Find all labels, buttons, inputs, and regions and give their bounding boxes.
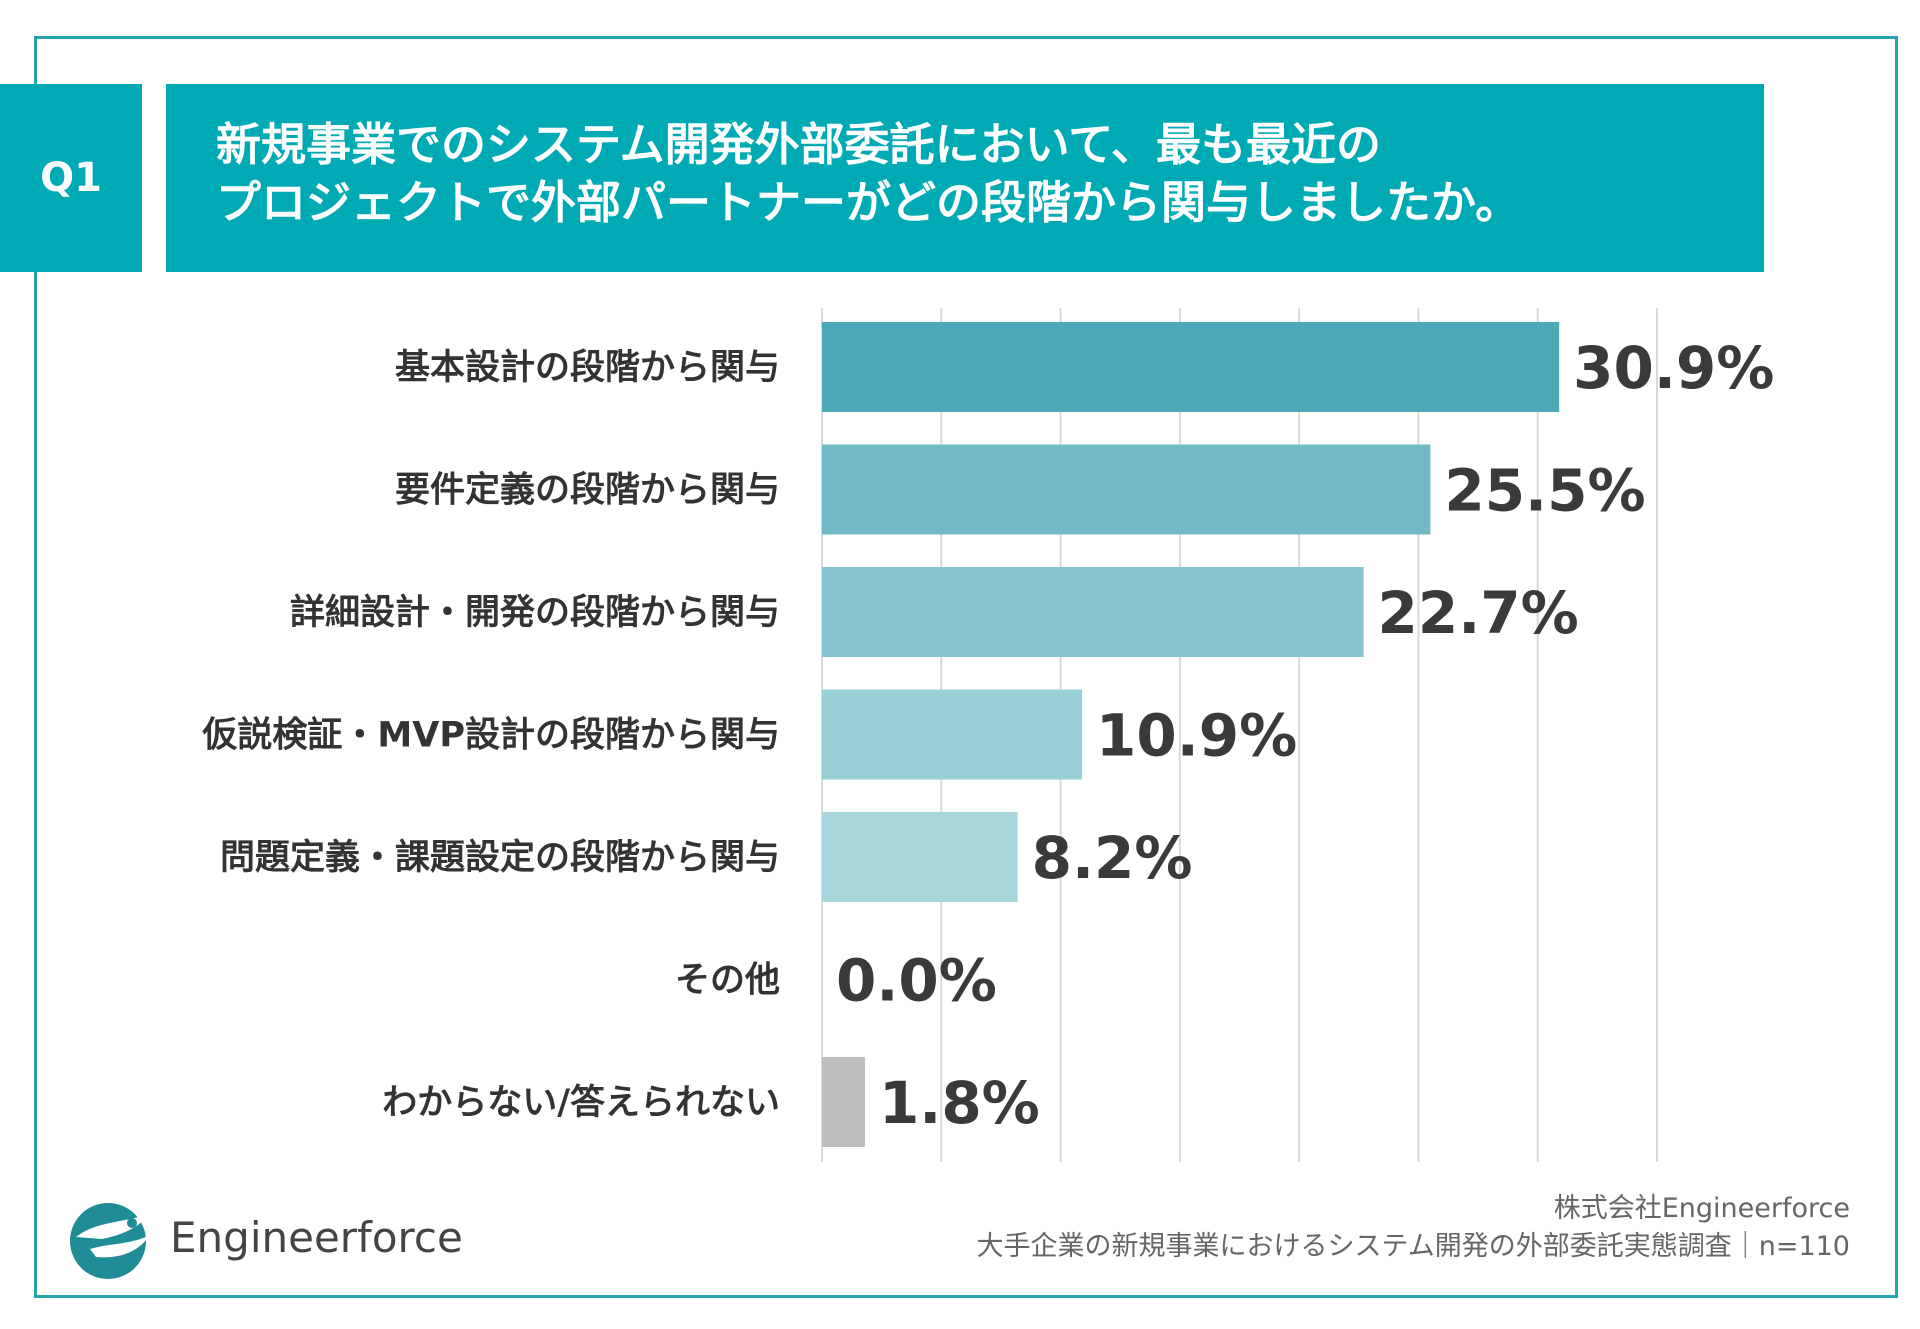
data-label: 0.0%	[836, 947, 997, 1015]
bar	[822, 812, 1018, 902]
footer-company: 株式会社Engineerforce	[1553, 1193, 1850, 1224]
frame-border	[34, 36, 1898, 1298]
data-label: 10.9%	[1096, 702, 1297, 770]
category-label: 詳細設計・開発の段階から関与	[290, 592, 780, 633]
bar	[822, 444, 1431, 535]
data-label: 22.7%	[1378, 579, 1579, 647]
category-label: 要件定義の段階から関与	[395, 470, 780, 511]
footer-survey: 大手企業の新規事業におけるシステム開発の外部委託実態調査｜n=110	[976, 1231, 1850, 1262]
bar	[822, 689, 1083, 780]
question-line-2: プロジェクトで外部パートナーがどの段階から関与しましたか。	[216, 176, 1521, 229]
category-label: その他	[675, 961, 780, 1001]
bird-logo-icon	[70, 1203, 152, 1279]
brand-name: Engineerforce	[170, 1212, 463, 1262]
question-title: 新規事業でのシステム開発外部委託において、最も最近の プロジェクトで外部パートナ…	[166, 84, 1764, 272]
category-label: 仮説検証・MVP設計の段階から関与	[201, 715, 780, 756]
data-label: 8.2%	[1032, 824, 1193, 892]
bars	[822, 322, 1560, 1147]
footer: 株式会社Engineerforce 大手企業の新規事業におけるシステム開発の外部…	[977, 1190, 1850, 1266]
data-label: 1.8%	[879, 1069, 1040, 1137]
question-badge: Q1	[0, 84, 142, 272]
brand-logo: Engineerforce	[66, 1192, 463, 1282]
bar	[822, 322, 1560, 412]
labels: 基本設計の段階から関与 30.9% 要件定義の段階から関与 25.5% 詳細設計・開発の…	[201, 334, 1774, 1137]
bar	[822, 567, 1364, 657]
category-label: 問題定義・課題設定の段階から関与	[220, 837, 780, 878]
data-label: 30.9%	[1573, 334, 1774, 402]
category-label: わからない/答えられない	[382, 1083, 780, 1123]
category-label: 基本設計の段階から関与	[395, 347, 780, 388]
question-line-1: 新規事業でのシステム開発外部委託において、最も最近の	[216, 118, 1382, 171]
bar	[822, 1057, 865, 1147]
data-label: 25.5%	[1444, 457, 1645, 525]
